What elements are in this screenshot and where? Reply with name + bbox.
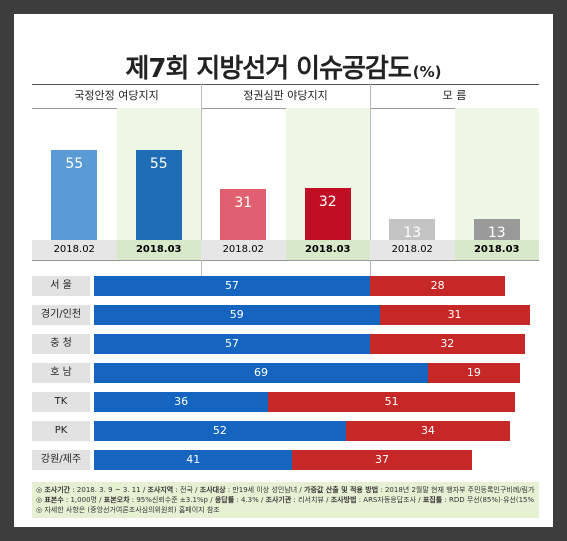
ruling-party-segment: 69 [94, 363, 428, 383]
opposition-segment: 37 [292, 450, 472, 470]
note-text: ◎ [36, 496, 45, 504]
ruling-party-segment: 36 [94, 392, 269, 412]
note-text: : ARS자동응답조사 / [356, 496, 423, 504]
category-label: 2018.02 [32, 240, 117, 260]
note-line: ◎ 자세한 사항은 (중앙선거여론조사심의위원회) 홈페이지 참조 [36, 505, 535, 515]
bar: 55 [51, 149, 98, 240]
ruling-party-segment: 57 [94, 334, 370, 354]
bar: 32 [304, 187, 351, 240]
note-text: : 2018. 3. 9 ~ 3. 11 / [70, 486, 148, 494]
note-key: 조사지역 [147, 486, 174, 494]
note-text: : RDD 무선(85%)·유선(15%) [442, 496, 535, 504]
group-separator [370, 84, 371, 278]
region-label: 강원/제주 [32, 450, 90, 470]
bar: 31 [220, 189, 267, 240]
note-key: 응답률 [214, 496, 235, 504]
ruling-party-segment: 52 [94, 421, 346, 441]
chart-unit: (%) [412, 63, 442, 81]
opposition-segment: 28 [369, 276, 506, 296]
region-label: 충 청 [32, 334, 90, 354]
note-key: 표본수 [44, 496, 64, 504]
region-label: 서 울 [32, 276, 90, 296]
note-text: ◎ 자세한 사항은 (중앙선거여론조사심의위원회) 홈페이지 참조 [36, 506, 220, 514]
region-label: 호 남 [32, 363, 90, 383]
note-text: : 전국 / [173, 486, 200, 494]
top-rule [32, 84, 539, 85]
bar: 13 [473, 218, 520, 241]
category-label: 2018.02 [201, 240, 286, 260]
category-label: 2018.02 [370, 240, 455, 260]
opposition-segment: 32 [369, 334, 525, 354]
bar: 55 [135, 149, 182, 240]
note-key: 표집틀 [422, 496, 443, 504]
survey-notes: ◎ 조사기간 : 2018. 3. 9 ~ 3. 11 / 조사지역 : 전국 … [32, 482, 539, 518]
note-text: : 95%신뢰수준 ±3.1%p / [129, 496, 215, 504]
note-text: : 4.3% / [234, 496, 266, 504]
bar-value-label: 55 [65, 155, 84, 172]
ruling-party-segment: 59 [94, 305, 380, 325]
group-separator [201, 84, 202, 278]
note-key: 표본오차 [103, 496, 130, 504]
bar-value-label: 55 [149, 155, 168, 172]
chart-title: 제7회 지방선거 이슈공감도 [125, 54, 411, 84]
title-row: 제7회 지방선거 이슈공감도 (%) [14, 48, 553, 84]
note-key: 조사방법 [330, 496, 357, 504]
category-label: 2018.03 [116, 240, 201, 260]
region-label: 경기/인천 [32, 305, 90, 325]
region-label: TK [32, 392, 90, 412]
ruling-party-segment: 41 [94, 450, 293, 470]
bar-value-label: 13 [487, 224, 506, 241]
opposition-segment: 34 [345, 421, 511, 441]
category-label: 2018.03 [285, 240, 370, 260]
bar-value-label: 32 [318, 193, 337, 210]
note-text: : 리서치뷰 / [291, 496, 331, 504]
note-text: ◎ [36, 486, 45, 494]
note-key: 가중값 산출 및 적용 방법 [304, 486, 379, 494]
opposition-segment: 19 [427, 363, 520, 383]
region-label: PK [32, 421, 90, 441]
infographic-frame: 제7회 지방선거 이슈공감도 (%) 국정안정 여당지지 55 2018.02 55 20… [14, 14, 553, 527]
note-line: ◎ 표본수 : 1,000명 / 표본오차 : 95%신뢰수준 ±3.1%p /… [36, 495, 535, 505]
category-label: 2018.03 [454, 240, 539, 260]
note-line: ◎ 조사기간 : 2018. 3. 9 ~ 3. 11 / 조사지역 : 전국 … [36, 485, 535, 495]
bar-value-label: 31 [234, 195, 253, 212]
note-key: 조사기간 [44, 486, 71, 494]
opposition-segment: 31 [379, 305, 530, 325]
note-text: : 만19세 이상 성인남녀 / [225, 486, 305, 494]
group-label: 국정안정 여당지지 [74, 89, 159, 102]
horizontal-bar-chart: 서 울 57 28 경기/인천 59 31 충 청 57 32 호 남 69 19 TK 36 51 PK 52… [32, 272, 532, 472]
note-key: 조사대상 [199, 486, 226, 494]
bar: 13 [389, 218, 436, 241]
ruling-party-segment: 57 [94, 276, 370, 296]
bar-value-label: 13 [403, 224, 422, 241]
bottom-rule [32, 260, 539, 261]
group-label: 정권심판 야당지지 [243, 89, 328, 102]
note-key: 조사기관 [265, 496, 292, 504]
opposition-segment: 51 [268, 392, 516, 412]
note-text: : 2018년 2월말 현재 행자부 주민등록인구비례/림가중 [378, 486, 535, 494]
note-text: : 1,000명 / [63, 496, 104, 504]
group-label: 모 름 [442, 89, 467, 102]
